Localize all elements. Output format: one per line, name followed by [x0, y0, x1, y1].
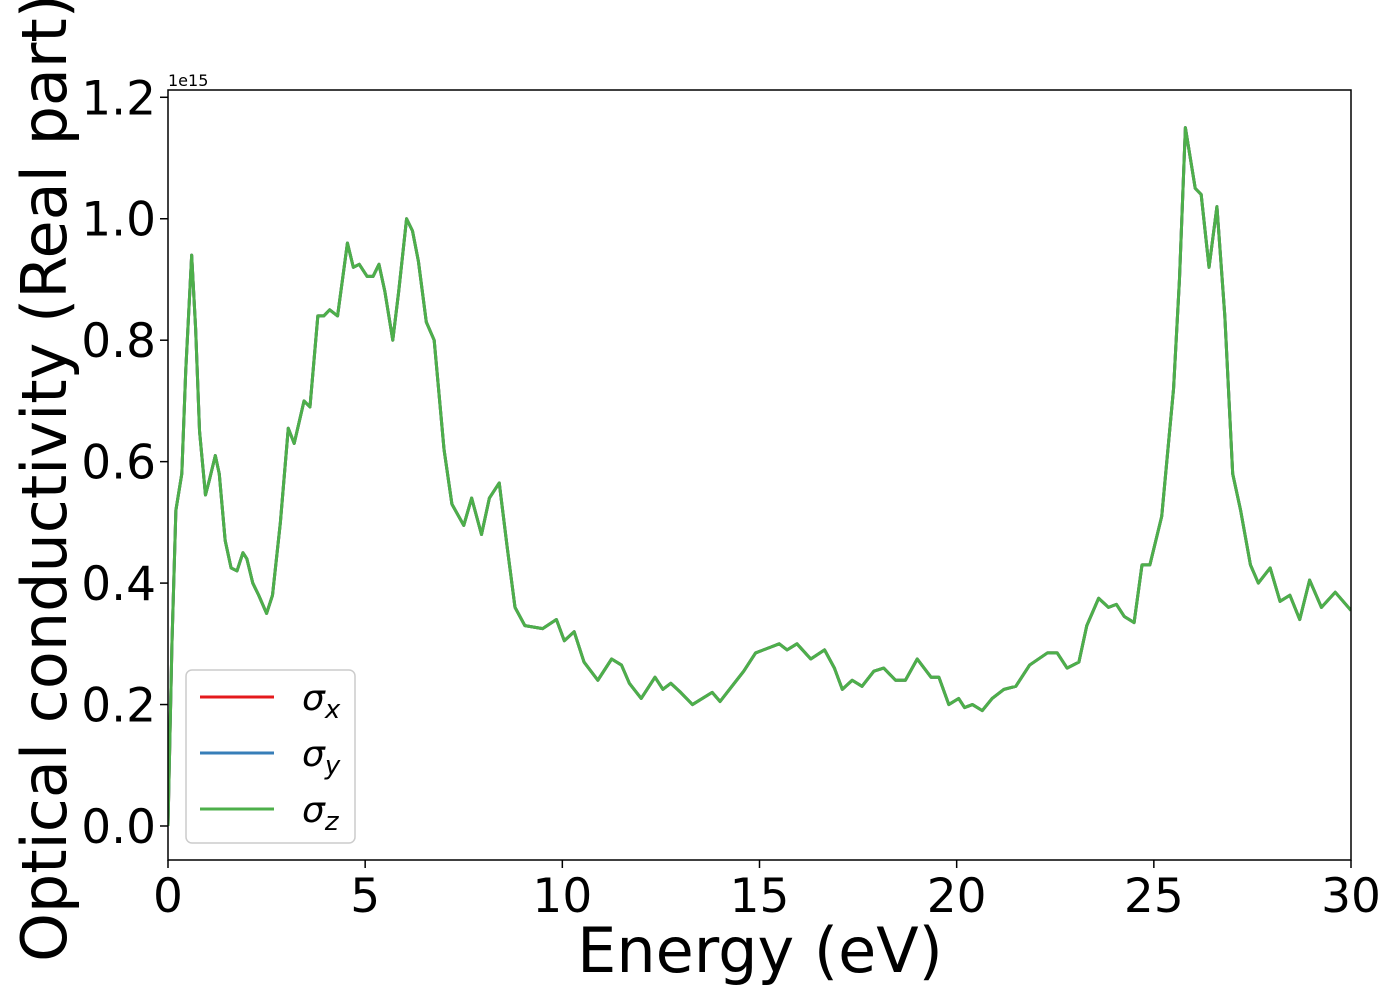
x-tick-label: 10: [532, 869, 592, 924]
x-tick-label: 30: [1321, 869, 1381, 924]
y-axis-label: Optical conductivity (Real part): [8, 0, 81, 962]
y-tick-label: 1.2: [81, 71, 156, 126]
plot-frame: [167, 89, 1352, 861]
x-tick-label: 5: [350, 869, 380, 924]
legend-label: σz: [302, 790, 340, 837]
series-line: [168, 126, 1351, 827]
y-offset-label: 1e15: [168, 71, 208, 90]
x-tick-label: 20: [927, 869, 987, 924]
x-tick-label: 0: [153, 869, 183, 924]
y-tick-label: 0.6: [81, 436, 156, 491]
y-tick-label: 1.0: [81, 193, 156, 248]
legend-label: σy: [302, 734, 341, 781]
y-tick-label: 0.8: [81, 314, 156, 369]
legend-box: [185, 669, 356, 844]
x-axis-label: Energy (eV): [577, 914, 943, 987]
y-tick-label: 0.0: [81, 800, 156, 855]
x-tick-label: 15: [730, 869, 790, 924]
legend-label: σx: [302, 678, 341, 725]
x-tick-label: 25: [1124, 869, 1184, 924]
y-tick-label: 0.4: [81, 557, 156, 612]
y-tick-label: 0.2: [81, 679, 156, 734]
